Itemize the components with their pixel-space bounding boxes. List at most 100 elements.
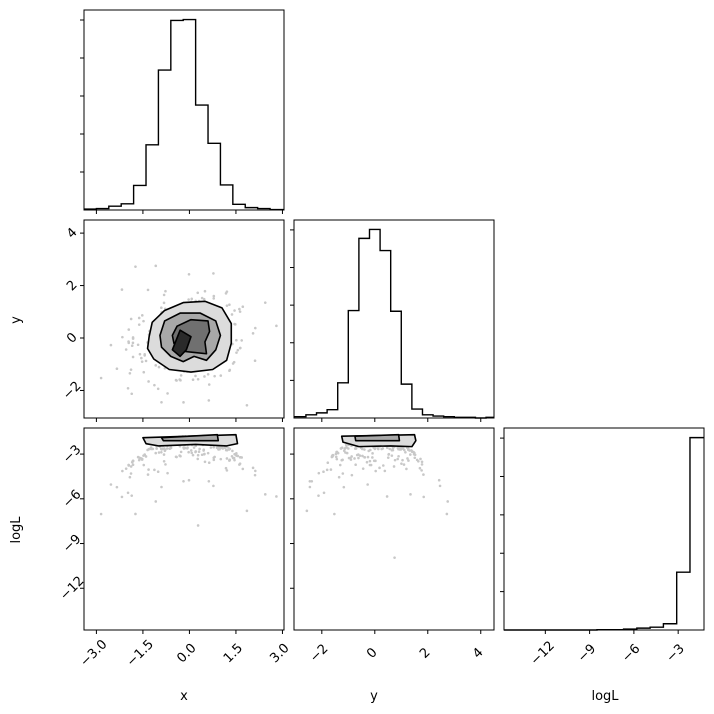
sample-point bbox=[368, 463, 372, 467]
sample-point bbox=[317, 494, 320, 497]
sample-point bbox=[137, 323, 141, 326]
sample-point bbox=[406, 446, 410, 450]
sample-point bbox=[241, 305, 245, 309]
sample-point bbox=[355, 453, 359, 457]
panel-x-y bbox=[83, 219, 285, 419]
y-tick-label-logL: −3 bbox=[60, 442, 84, 466]
sample-point bbox=[200, 296, 204, 300]
sample-point bbox=[224, 466, 228, 470]
sample-point bbox=[344, 443, 348, 447]
sample-point bbox=[140, 356, 143, 360]
y-tick-label-y: 2 bbox=[64, 278, 80, 294]
sample-point bbox=[166, 392, 169, 395]
sample-point bbox=[209, 446, 213, 449]
sample-point bbox=[326, 461, 330, 465]
sample-point bbox=[162, 293, 166, 297]
sample-point bbox=[350, 473, 354, 477]
sample-point bbox=[377, 447, 380, 451]
x-tick-label-x: −3.0 bbox=[77, 637, 110, 670]
sample-point bbox=[212, 272, 215, 275]
contour-level-3 bbox=[171, 329, 192, 358]
sample-point bbox=[207, 461, 211, 465]
sample-point bbox=[182, 401, 185, 404]
sample-point bbox=[401, 458, 404, 462]
sample-point bbox=[131, 341, 135, 345]
sample-point bbox=[393, 556, 396, 559]
axes-frame-x-logL bbox=[83, 427, 285, 631]
sample-point bbox=[223, 446, 227, 450]
axes-frame-logL bbox=[503, 427, 705, 631]
sample-point bbox=[206, 451, 210, 455]
sample-point bbox=[438, 484, 442, 488]
sample-point bbox=[164, 463, 167, 466]
sample-point bbox=[131, 459, 135, 463]
sample-point bbox=[187, 272, 191, 276]
sample-point bbox=[251, 466, 255, 470]
sample-point bbox=[162, 301, 166, 305]
sample-point bbox=[357, 456, 360, 460]
sample-point bbox=[134, 265, 137, 268]
hist-step-y bbox=[294, 228, 494, 419]
sample-point bbox=[238, 462, 242, 465]
sample-point bbox=[253, 469, 257, 473]
sample-point bbox=[136, 343, 140, 347]
sample-point bbox=[183, 446, 187, 450]
sample-point bbox=[124, 467, 128, 470]
sample-point bbox=[445, 512, 449, 516]
x-tick-label-x: −1.5 bbox=[124, 637, 157, 670]
sample-point bbox=[194, 374, 197, 378]
sample-point bbox=[154, 364, 158, 367]
x-tick-label-logL: −3 bbox=[664, 641, 688, 665]
sample-point bbox=[310, 479, 314, 483]
sample-point bbox=[136, 455, 140, 459]
sample-point bbox=[245, 403, 249, 407]
sample-point bbox=[166, 471, 169, 475]
x-tick-label-x: 1.5 bbox=[221, 641, 246, 666]
sample-point bbox=[325, 468, 329, 472]
hist-panel-y bbox=[290, 219, 495, 419]
sample-point bbox=[340, 458, 344, 462]
sample-point bbox=[153, 383, 156, 387]
sample-point bbox=[207, 399, 211, 402]
sample-point bbox=[203, 375, 206, 378]
sample-point bbox=[189, 449, 193, 452]
sample-point bbox=[418, 466, 422, 470]
sample-point bbox=[138, 352, 142, 356]
sample-point bbox=[186, 446, 189, 449]
y-tick-label-y: −2 bbox=[60, 379, 84, 403]
sample-point bbox=[393, 458, 397, 462]
x-tick-label-y: 4 bbox=[470, 645, 486, 661]
sample-point bbox=[198, 447, 201, 451]
sample-point bbox=[179, 454, 182, 458]
sample-point bbox=[156, 387, 160, 391]
sample-point bbox=[163, 447, 166, 450]
sample-point bbox=[397, 454, 400, 458]
sample-point bbox=[129, 317, 133, 321]
sample-point bbox=[420, 460, 424, 464]
sample-point bbox=[202, 449, 205, 452]
sample-point bbox=[127, 463, 131, 467]
sample-point bbox=[130, 494, 134, 497]
sample-point bbox=[203, 460, 207, 464]
sample-point bbox=[143, 354, 146, 357]
axes-frame-x bbox=[83, 9, 285, 211]
sample-point bbox=[413, 456, 417, 460]
sample-point bbox=[231, 362, 235, 365]
sample-point bbox=[127, 341, 131, 345]
sample-point bbox=[225, 457, 229, 460]
logL-axis-label-left: logL bbox=[9, 516, 24, 544]
sample-point bbox=[334, 455, 338, 459]
sample-point bbox=[405, 467, 408, 471]
sample-point bbox=[157, 451, 161, 454]
sample-point bbox=[127, 328, 131, 331]
sample-point bbox=[160, 485, 163, 489]
sample-point bbox=[206, 372, 210, 376]
sample-point bbox=[388, 447, 392, 451]
sample-point bbox=[146, 473, 150, 476]
sample-point bbox=[234, 453, 237, 456]
sample-point bbox=[124, 348, 128, 351]
sample-point bbox=[383, 469, 387, 473]
sample-point bbox=[130, 344, 134, 348]
sample-point bbox=[190, 297, 194, 301]
sample-point bbox=[386, 456, 390, 459]
